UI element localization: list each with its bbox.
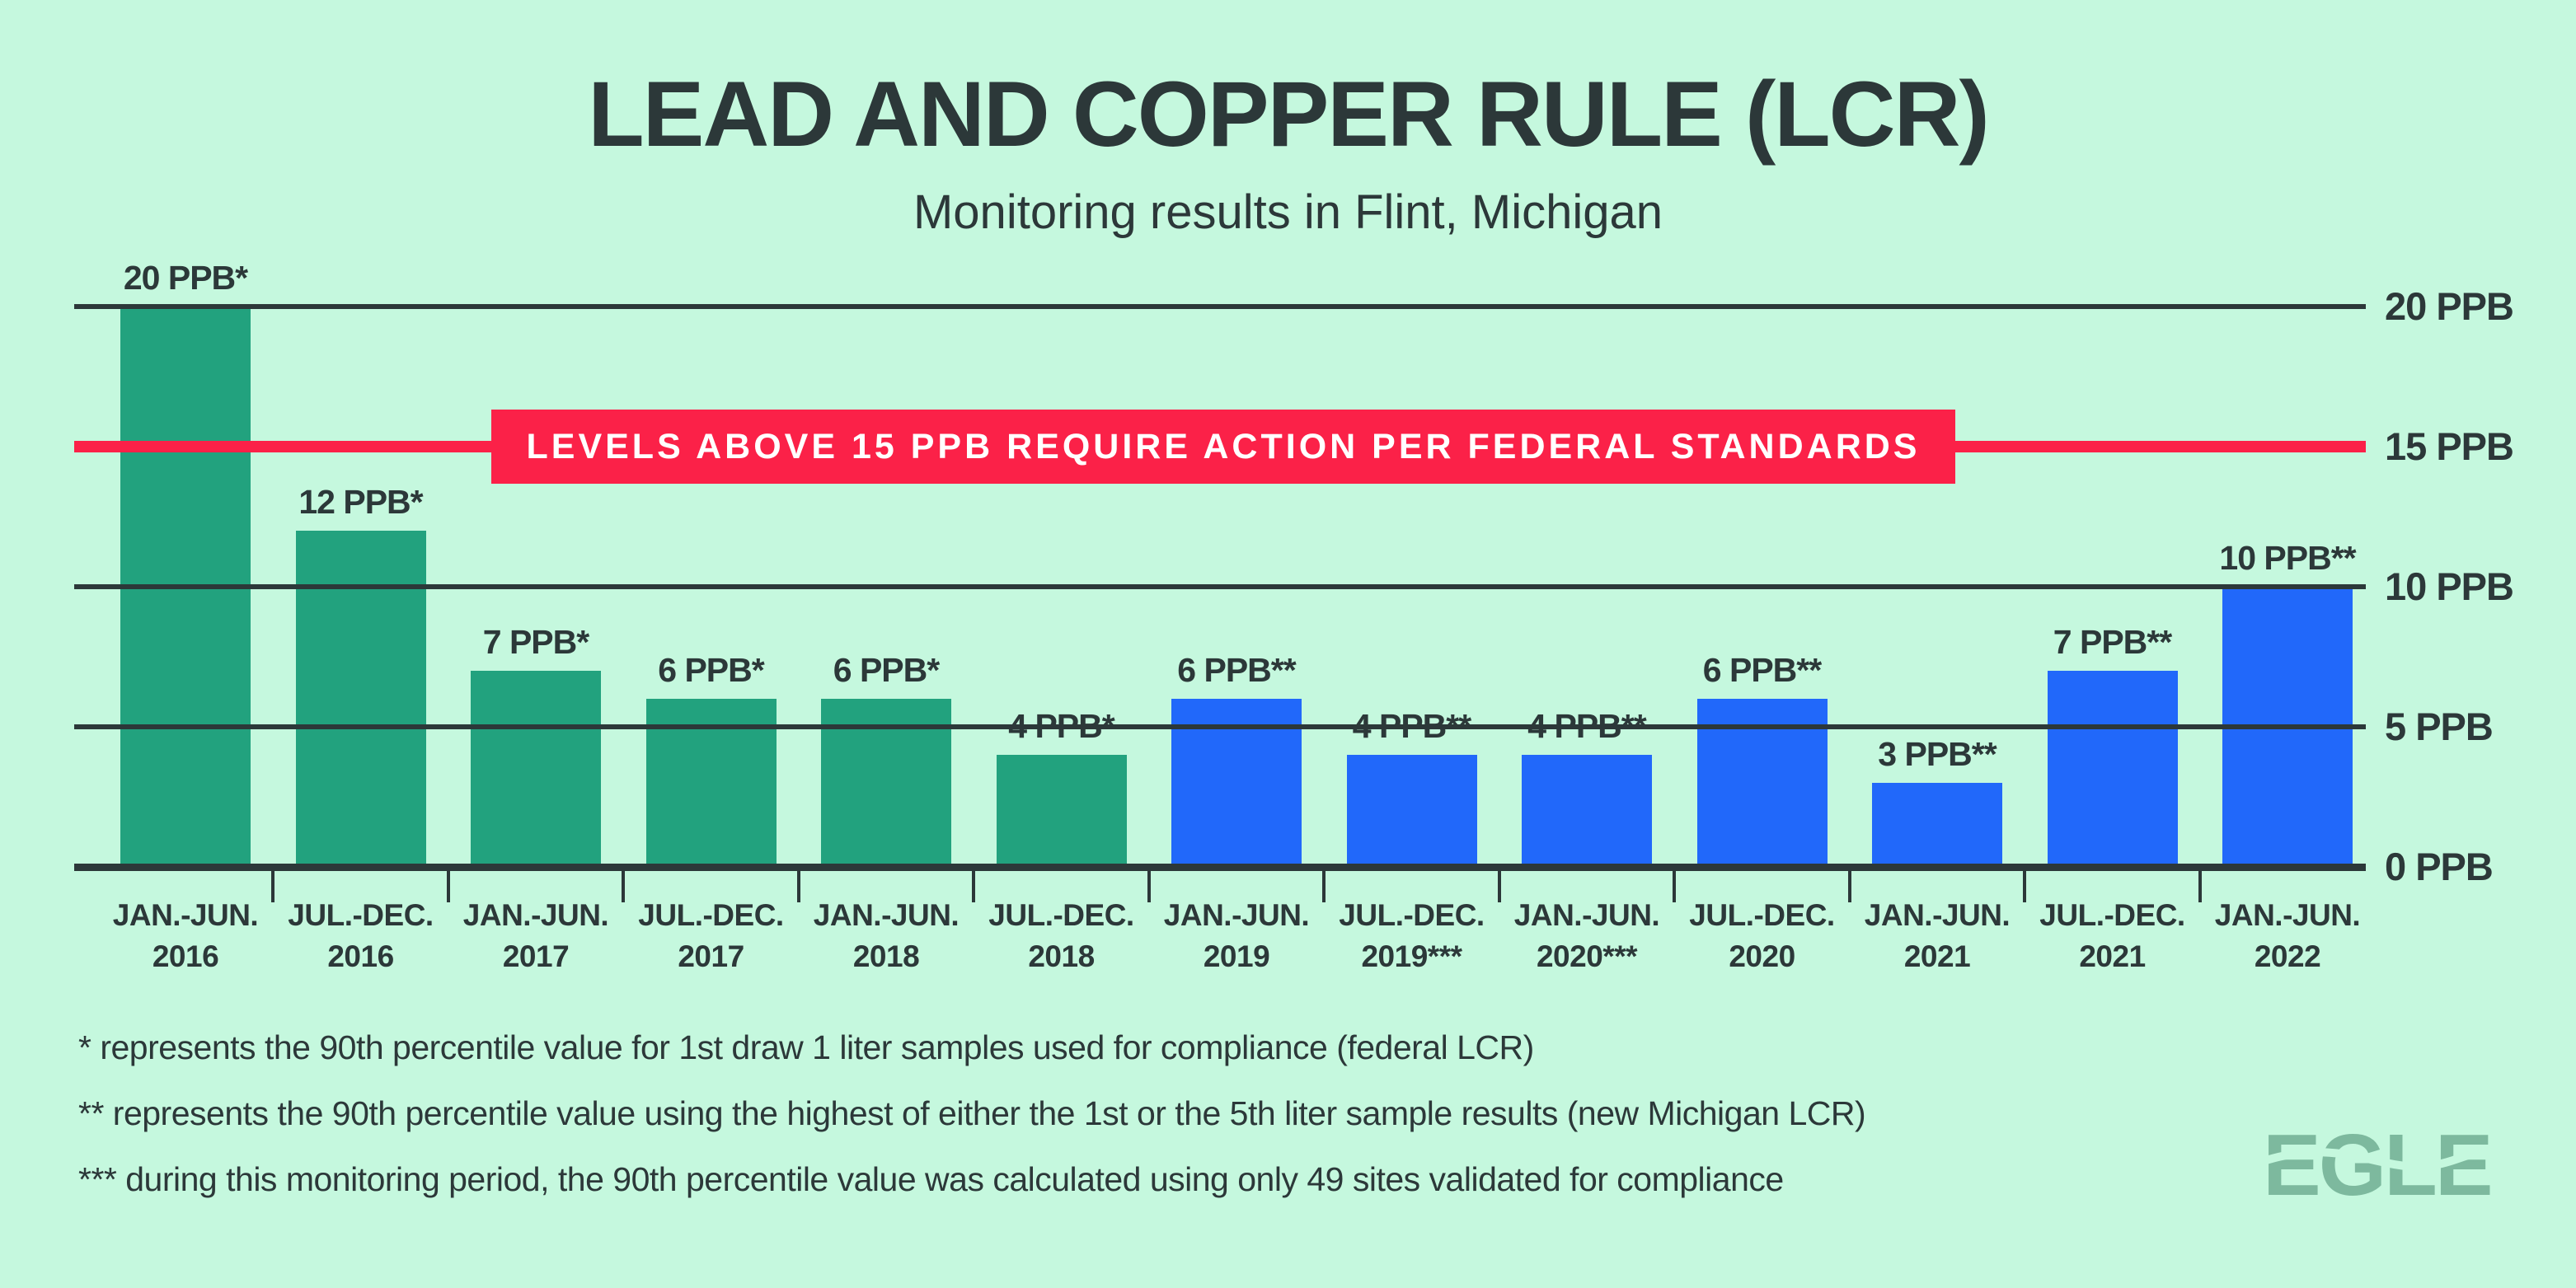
x-axis-label-year: 2016 [152, 939, 219, 973]
x-axis-label: JAN.-JUN. 2021 [1850, 895, 2025, 977]
x-axis-label-year: 2020 [1729, 939, 1795, 973]
x-axis-label-period: JUL.-DEC. [1339, 898, 1485, 932]
footnote-49-sites: *** during this monitoring period, the 9… [78, 1160, 1784, 1198]
bar-value-label: 7 PPB** [2053, 623, 2172, 661]
gridline-5ppb [74, 724, 2366, 729]
x-axis-tick [271, 871, 275, 902]
y-axis-label-15ppb: 15 PPB [2385, 424, 2514, 468]
bar-value-label: 4 PPB* [1008, 707, 1114, 745]
x-axis-label: JAN.-JUN. 2018 [799, 895, 974, 977]
x-axis-tick [972, 871, 976, 902]
page-title: LEAD AND COPPER RULE (LCR) [588, 63, 1990, 166]
x-axis-label-period: JUL.-DEC. [1689, 898, 1835, 932]
bar [295, 531, 426, 867]
x-axis-label-period: JAN.-JUN. [1163, 898, 1310, 932]
bar [1872, 783, 2002, 867]
bar-value-label: 6 PPB* [833, 651, 940, 689]
gridline-10ppb [74, 584, 2366, 589]
bar-value-label: 3 PPB** [1878, 735, 1997, 773]
x-axis-label-year: 2021 [2079, 939, 2146, 973]
y-axis-label-0ppb: 0 PPB [2385, 845, 2494, 888]
bar-value-label: 4 PPB** [1527, 707, 1646, 745]
x-axis-label-period: JAN.-JUN. [462, 898, 609, 932]
bar [996, 755, 1127, 867]
x-axis-tick [2198, 871, 2202, 902]
bar-value-label: 4 PPB** [1352, 707, 1471, 745]
x-axis-line [74, 864, 2366, 871]
x-axis-label: JAN.-JUN. 2020*** [1499, 895, 1674, 977]
gridline-20ppb [74, 304, 2366, 309]
bar [1522, 755, 1652, 867]
x-axis-tick [1147, 871, 1151, 902]
x-axis-label-year: 2016 [327, 939, 394, 973]
x-axis-label-period: JUL.-DEC. [288, 898, 434, 932]
bar-value-label: 20 PPB* [123, 259, 248, 297]
egle-logo-text: EGLE [2263, 1117, 2494, 1214]
x-axis-label-period: JUL.-DEC. [638, 898, 784, 932]
x-axis-tick [622, 871, 626, 902]
bar-value-label: 7 PPB* [482, 623, 589, 661]
x-axis-tick [2023, 871, 2027, 902]
x-axis-label: JAN.-JUN. 2016 [98, 895, 273, 977]
x-axis-tick [1322, 871, 1326, 902]
bar-value-label: 6 PPB** [1702, 651, 1822, 689]
bar-value-label: 6 PPB* [658, 651, 764, 689]
x-axis-label-year: 2019*** [1361, 939, 1462, 973]
x-axis-label-period: JAN.-JUN. [2214, 898, 2361, 932]
x-axis-label-period: JAN.-JUN. [813, 898, 960, 932]
bar-value-label: 12 PPB* [298, 483, 423, 521]
x-axis-label-year: 2021 [1903, 939, 1971, 973]
x-axis-label: JUL.-DEC. 2016 [274, 895, 448, 977]
egle-logo: EGLE [2256, 1117, 2510, 1214]
x-axis-label-year: 2017 [678, 939, 744, 973]
x-axis-label-year: 2020*** [1536, 939, 1638, 973]
x-axis-label-period: JUL.-DEC. [988, 898, 1134, 932]
x-axis-label: JAN.-JUN. 2017 [448, 895, 623, 977]
action-level-banner: LEVELS ABOVE 15 PPB REQUIRE ACTION PER F… [491, 410, 1955, 484]
x-axis-label: JUL.-DEC. 2017 [624, 895, 799, 977]
x-axis-tick [796, 871, 800, 902]
bar-value-label: 10 PPB** [2219, 539, 2356, 577]
x-axis-label: JUL.-DEC. 2021 [2025, 895, 2200, 977]
x-axis-label-year: 2018 [852, 939, 920, 973]
x-axis-label: JUL.-DEC. 2020 [1675, 895, 1850, 977]
x-axis-label-year: 2017 [502, 939, 570, 973]
footnote-federal-lcr: * represents the 90th percentile value f… [78, 1028, 1534, 1066]
bar-value-label: 6 PPB** [1177, 651, 1296, 689]
x-axis-tick [1847, 871, 1851, 902]
x-axis-tick [1673, 871, 1677, 902]
x-axis-label: JUL.-DEC. 2018 [974, 895, 1149, 977]
y-axis-label-20ppb: 20 PPB [2385, 284, 2514, 328]
y-axis-label-5ppb: 5 PPB [2385, 705, 2494, 748]
action-level-banner-label: LEVELS ABOVE 15 PPB REQUIRE ACTION PER F… [526, 426, 1921, 466]
x-axis-label-year: 2019 [1203, 939, 1270, 973]
x-axis-tick [446, 871, 450, 902]
x-axis-label-period: JUL.-DEC. [2039, 898, 2185, 932]
x-axis-label-period: JAN.-JUN. [112, 898, 259, 932]
x-axis-label-year: 2018 [1028, 939, 1095, 973]
x-axis-label: JAN.-JUN. 2019 [1149, 895, 1324, 977]
page-subtitle: Monitoring results in Flint, Michigan [913, 185, 1663, 239]
x-axis-label-period: JAN.-JUN. [1513, 898, 1660, 932]
x-axis-label-year: 2022 [2254, 939, 2321, 973]
bar [1346, 755, 1477, 867]
footnote-michigan-lcr: ** represents the 90th percentile value … [78, 1094, 1866, 1132]
x-axis-tick [1497, 871, 1501, 902]
bar [471, 671, 601, 867]
x-axis-label: JAN.-JUN. 2022 [2200, 895, 2375, 977]
x-axis-label-period: JAN.-JUN. [1864, 898, 2011, 932]
x-axis-label: JUL.-DEC. 2019*** [1325, 895, 1499, 977]
y-axis-label-10ppb: 10 PPB [2385, 564, 2514, 608]
bar [2047, 671, 2178, 867]
